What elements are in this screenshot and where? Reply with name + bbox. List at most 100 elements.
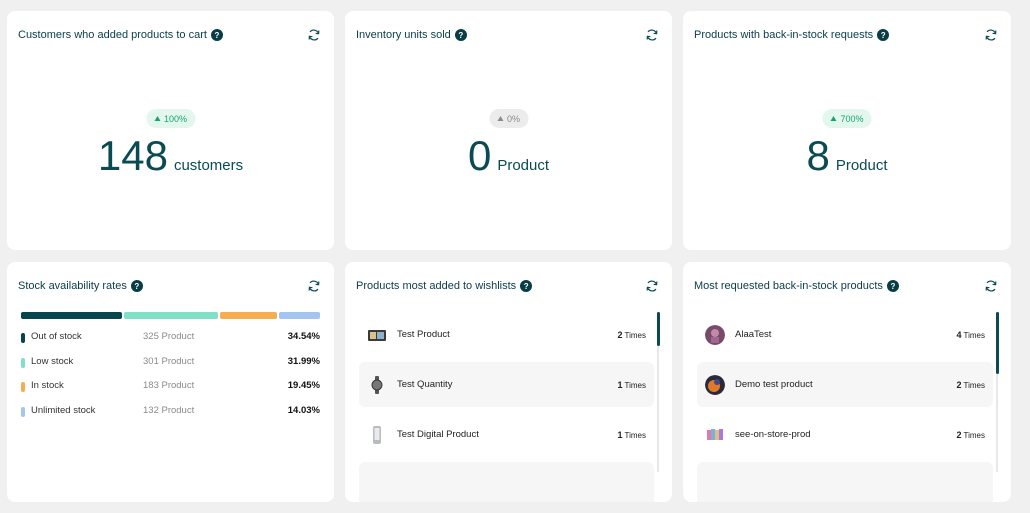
count-unit: Times: [963, 330, 985, 340]
refresh-icon[interactable]: [984, 28, 998, 42]
card-title-text: Stock availability rates: [18, 280, 127, 292]
product-name: Test Quantity: [397, 379, 453, 390]
list-item[interactable]: Test Digital Product 1 Times: [359, 412, 654, 457]
metric-unit: Product: [497, 157, 550, 174]
metric: 8 Product: [683, 135, 1011, 177]
stock-bar-segment-unlimited: [278, 312, 320, 319]
legend-row-in-stock: In stock 183 Product 19.45%: [21, 378, 320, 403]
legend-count: 183 Product: [143, 380, 195, 391]
metric-unit: Product: [835, 157, 888, 174]
count-value: 2: [956, 429, 962, 440]
help-icon[interactable]: ?: [454, 29, 467, 41]
arrow-up-icon: [153, 116, 160, 121]
legend-row-unlimited-stock: Unlimited stock 132 Product 14.03%: [21, 403, 320, 428]
list-item-partial: [359, 462, 654, 502]
refresh-icon[interactable]: [307, 279, 321, 293]
add-count: 1 Times: [618, 380, 647, 390]
request-count: 2 Times: [957, 430, 986, 440]
product-thumbnail: [371, 375, 383, 394]
cart-customers-card: Customers who added products to cart ? 1…: [7, 11, 334, 250]
back-in-stock-card: Products with back-in-stock requests ? 7…: [683, 11, 1011, 250]
count-value: 1: [617, 379, 623, 390]
refresh-icon[interactable]: [984, 279, 998, 293]
change-value: 700%: [840, 113, 864, 124]
refresh-icon[interactable]: [307, 28, 321, 42]
legend-percent: 19.45%: [287, 380, 320, 391]
card-title: Stock availability rates ?: [18, 280, 143, 292]
help-icon[interactable]: ?: [130, 280, 143, 292]
product-name: Test Product: [397, 329, 450, 340]
count-value: 2: [617, 329, 623, 340]
legend-label: Low stock: [31, 355, 74, 367]
count-unit: Times: [624, 380, 646, 390]
stock-bar-segment-out: [21, 312, 123, 319]
legend-row-low-stock: Low stock 301 Product 31.99%: [21, 354, 320, 379]
stock-bar-segment-low: [124, 312, 218, 319]
product-thumbnail: [707, 428, 723, 440]
list-item-partial: [697, 462, 993, 502]
legend-color-dot: [21, 357, 25, 368]
scrollbar[interactable]: [996, 312, 999, 472]
count-unit: Times: [963, 430, 985, 440]
metric: 148 customers: [7, 135, 334, 177]
help-icon[interactable]: ?: [210, 29, 223, 41]
product-thumbnail: [705, 374, 725, 395]
stock-bar-segment-in: [219, 312, 277, 319]
count-unit: Times: [963, 380, 985, 390]
change-badge: 100%: [145, 109, 196, 128]
count-value: 1: [617, 429, 623, 440]
wishlist-products-card: Products most added to wishlists ? Test …: [345, 262, 672, 502]
list-item[interactable]: AlaaTest 4 Times: [697, 312, 993, 357]
change-value: 100%: [163, 113, 188, 124]
refresh-icon[interactable]: [645, 279, 659, 293]
scrollbar-thumb[interactable]: [657, 312, 660, 346]
legend-count: 301 Product: [143, 355, 195, 367]
change-badge: 700%: [822, 109, 872, 128]
product-thumbnail: [368, 329, 386, 341]
card-title: Inventory units sold ?: [356, 29, 467, 41]
refresh-icon[interactable]: [645, 28, 659, 42]
requested-back-in-stock-card: Most requested back-in-stock products ? …: [683, 262, 1011, 502]
list-item[interactable]: Demo test product 2 Times: [697, 362, 993, 407]
inventory-sold-card: Inventory units sold ? 0% 0 Product: [345, 11, 672, 250]
list-item[interactable]: Test Quantity 1 Times: [359, 362, 654, 407]
product-name: Test Digital Product: [397, 429, 479, 440]
card-title: Products most added to wishlists ?: [356, 280, 533, 292]
count-value: 4: [956, 329, 962, 340]
metric: 0 Product: [345, 135, 672, 177]
help-icon[interactable]: ?: [877, 29, 890, 41]
help-icon[interactable]: ?: [520, 280, 533, 292]
metric-unit: customers: [173, 157, 244, 174]
count-value: 2: [956, 379, 962, 390]
scrollbar[interactable]: [657, 312, 660, 472]
list-item[interactable]: see-on-store-prod 2 Times: [697, 412, 993, 457]
product-name: AlaaTest: [735, 329, 772, 340]
legend-color-dot: [21, 406, 25, 417]
scrollbar-thumb[interactable]: [996, 312, 999, 374]
add-count: 1 Times: [618, 430, 647, 440]
product-name: see-on-store-prod: [735, 429, 811, 440]
metric-value: 148: [97, 132, 168, 179]
legend-percent: 14.03%: [287, 404, 320, 416]
stock-legend: Out of stock 325 Product 34.54% Low stoc…: [21, 329, 320, 427]
wishlist-list[interactable]: Test Product 2 Times Test Quantity 1 Times…: [359, 312, 654, 502]
help-icon[interactable]: ?: [886, 280, 899, 292]
legend-label: Out of stock: [31, 331, 82, 342]
legend-percent: 31.99%: [287, 355, 320, 367]
legend-percent: 34.54%: [287, 331, 320, 342]
legend-count: 132 Product: [143, 404, 195, 416]
legend-color-dot: [21, 382, 25, 392]
list-item[interactable]: Test Product 2 Times: [359, 312, 654, 357]
request-count: 2 Times: [957, 380, 986, 390]
metric-value: 0: [467, 132, 492, 179]
change-badge: 0%: [488, 109, 529, 128]
request-count: 4 Times: [957, 330, 986, 340]
card-title-text: Inventory units sold: [356, 29, 451, 41]
arrow-up-icon: [496, 116, 503, 121]
legend-count: 325 Product: [143, 331, 195, 342]
legend-label: Unlimited stock: [31, 404, 96, 416]
legend-label: In stock: [31, 380, 64, 391]
legend-color-dot: [21, 333, 25, 343]
requested-list[interactable]: AlaaTest 4 Times Demo test product 2 Times…: [697, 312, 993, 502]
product-thumbnail: [705, 324, 725, 345]
